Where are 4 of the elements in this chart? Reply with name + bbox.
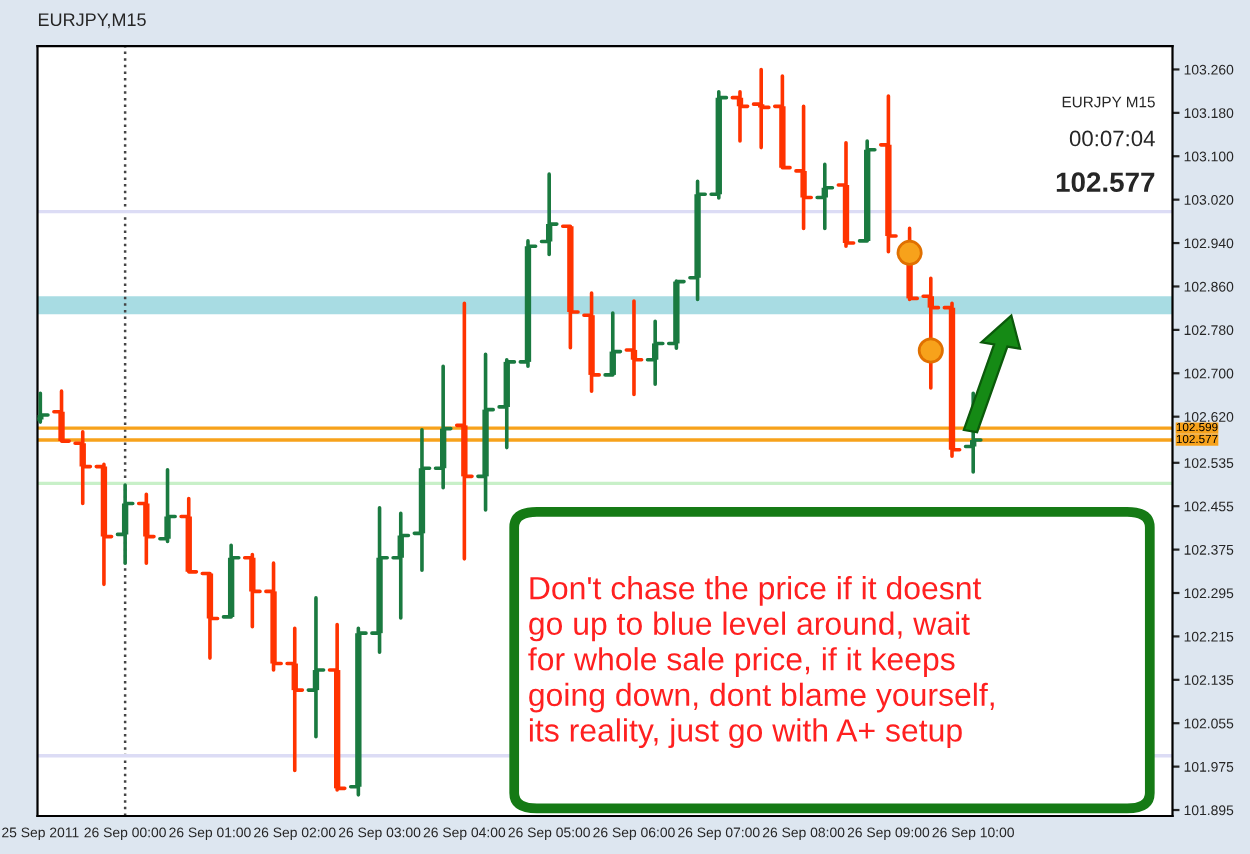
chart-title: EURJPY,M15 xyxy=(38,13,146,29)
annotation: 102.577 xyxy=(1056,172,1155,193)
annotation: 00:07:04 xyxy=(1069,130,1155,147)
annotation: Don't chase the price if it doesnt go up to blue level around, wait for whole sale price, if it keeps going down, dont blame yourself, its reality, just go with A+ setup xyxy=(528,576,994,749)
